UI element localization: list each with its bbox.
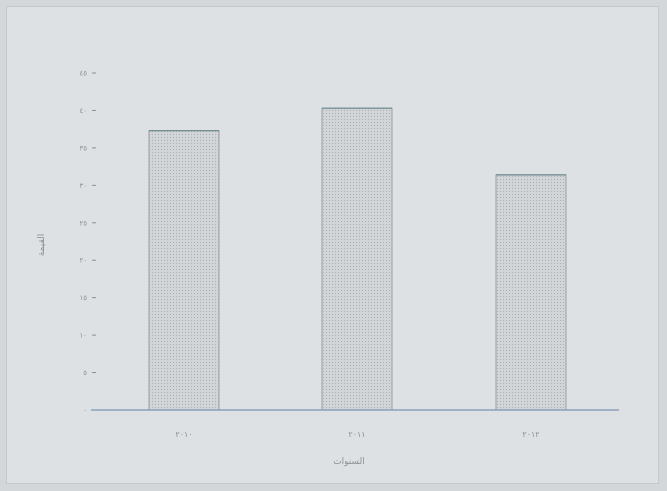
y-tick-label: ١٥ [79, 294, 87, 302]
y-tick-label: ٤٥ [79, 70, 87, 78]
y-tick-label: ٣٠ [79, 182, 87, 190]
y-tick-label: ٠ [83, 407, 87, 415]
y-tick-label: ٤٠ [79, 107, 87, 115]
x-tick-label: ۲۰۱۰ [175, 430, 192, 439]
x-axis-tick-labels: ۲۰۱۰ ۲۰۱۱ ۲۰۱۲ [175, 430, 539, 439]
bars-group [148, 107, 567, 411]
y-axis-ticks: ٠ ٥ ١٠ ١٥ ٢٠ ٢٥ ٣٠ ٣٥ ٤٠ ٤٥ [79, 70, 96, 415]
y-tick-label: ٥ [83, 369, 87, 377]
y-tick-label: ٣٥ [79, 144, 87, 152]
y-tick-label: ١٠ [79, 332, 87, 340]
x-axis-title: السنوات [333, 457, 365, 467]
x-tick-label: ۲۰۱۲ [522, 430, 539, 439]
y-tick-label: ٢٥ [79, 219, 87, 227]
bar-1 [148, 130, 220, 411]
bar-3 [495, 174, 567, 411]
chart-frame: ٠ ٥ ١٠ ١٥ ٢٠ ٢٥ ٣٠ ٣٥ ٤٠ ٤٥ ۲۰۱۰ ۲۰۱۱ ۲۰۱۲ السنوات … [6, 6, 659, 484]
y-tick-label: ٢٠ [79, 257, 87, 265]
x-tick-label: ۲۰۱۱ [348, 430, 365, 439]
bar-2 [321, 107, 393, 411]
y-axis-title: القيمة [37, 234, 47, 257]
